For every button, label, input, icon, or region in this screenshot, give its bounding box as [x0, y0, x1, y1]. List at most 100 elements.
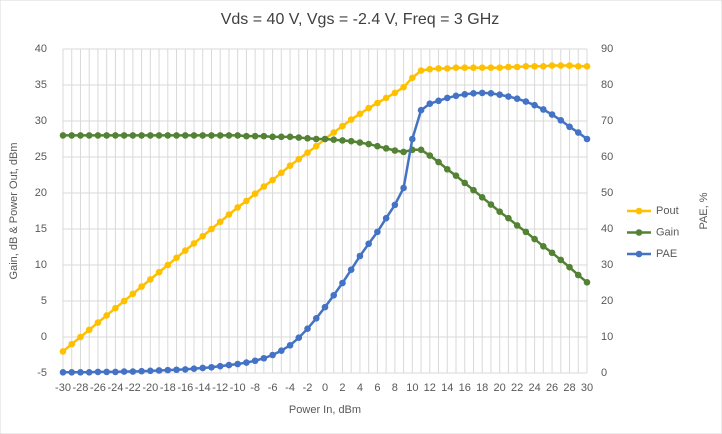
data-point: [120, 132, 128, 139]
data-point: [199, 232, 207, 240]
data-point: [321, 135, 329, 143]
data-point: [505, 93, 512, 100]
data-point: [129, 132, 137, 139]
data-point: [155, 132, 163, 139]
data-point: [574, 62, 582, 70]
data-point: [347, 116, 355, 123]
chart-title: Vds = 40 V, Vgs = -2.4 V, Freq = 3 GHz: [221, 11, 500, 28]
y2-tick-label: 50: [601, 187, 613, 199]
data-point: [391, 201, 399, 209]
legend-marker: [635, 207, 643, 215]
legend-marker: [635, 250, 643, 258]
data-point: [243, 359, 250, 366]
legend-label: PAE: [656, 248, 677, 260]
data-point: [181, 247, 189, 254]
data-point: [583, 62, 591, 70]
x-tick-label: -22: [125, 382, 141, 394]
data-point: [295, 155, 303, 163]
data-point: [312, 135, 320, 143]
data-point: [243, 197, 250, 205]
data-point: [138, 367, 145, 375]
y-tick-label: 15: [35, 223, 47, 235]
x-tick-label: 0: [322, 382, 328, 394]
x-tick-label: -14: [195, 382, 211, 394]
data-point: [417, 106, 425, 114]
legend-marker: [635, 229, 643, 236]
data-point: [59, 348, 67, 355]
data-point: [574, 271, 582, 279]
data-point: [531, 62, 538, 70]
data-point: [505, 214, 512, 222]
data-point: [120, 368, 128, 375]
y2-axis-label: PAE, %: [698, 192, 710, 229]
data-point: [505, 63, 512, 71]
data-point: [138, 283, 145, 290]
data-point: [487, 201, 495, 208]
data-point: [173, 366, 180, 374]
x-tick-label: 30: [581, 382, 593, 394]
data-point: [278, 133, 285, 141]
data-point: [181, 366, 189, 373]
data-point: [443, 65, 451, 72]
data-point: [382, 94, 390, 102]
data-point: [540, 62, 547, 70]
data-point: [417, 67, 425, 74]
data-point: [216, 218, 224, 226]
data-point: [147, 367, 154, 375]
data-point: [77, 333, 84, 341]
y2-tick-label: 10: [601, 331, 613, 343]
data-point: [94, 319, 102, 326]
y2-tick-label: 0: [601, 367, 607, 379]
data-point: [443, 165, 451, 173]
data-point: [426, 65, 434, 73]
data-point: [435, 65, 442, 72]
y2-tick-label: 70: [601, 115, 613, 127]
data-point: [155, 367, 163, 374]
legend-label: Gain: [656, 226, 679, 238]
data-point: [365, 104, 372, 112]
data-point: [295, 334, 303, 342]
x-tick-label: -8: [250, 382, 260, 394]
data-point: [225, 132, 233, 139]
data-point: [470, 89, 477, 97]
x-axis-label: Power In, dBm: [289, 404, 361, 416]
data-point: [251, 357, 259, 365]
data-point: [382, 145, 390, 152]
data-point: [566, 123, 573, 131]
data-point: [461, 64, 469, 72]
x-tick-label: -2: [303, 382, 313, 394]
data-point: [260, 183, 268, 190]
data-point: [478, 89, 486, 97]
data-point: [304, 134, 311, 142]
data-point: [77, 132, 84, 139]
data-point: [409, 74, 416, 82]
data-point: [374, 99, 381, 107]
data-point: [278, 347, 285, 354]
y-tick-label: 0: [41, 331, 47, 343]
data-point: [190, 132, 198, 139]
data-point: [522, 228, 530, 236]
data-point: [94, 368, 102, 376]
data-point: [304, 325, 311, 333]
data-point: [155, 268, 163, 276]
data-point: [68, 368, 76, 376]
data-point: [103, 312, 110, 319]
x-tick-label: 4: [357, 382, 363, 394]
data-point: [478, 64, 486, 72]
data-point: [269, 133, 276, 141]
x-tick-label: 16: [459, 382, 471, 394]
data-point: [522, 98, 530, 105]
data-point: [356, 110, 364, 118]
data-point: [190, 365, 198, 372]
data-point: [339, 137, 346, 144]
data-point: [583, 278, 591, 286]
y-tick-label: 30: [35, 115, 47, 127]
data-point: [347, 137, 355, 145]
data-point: [548, 249, 556, 257]
x-tick-label: -4: [285, 382, 295, 394]
data-point: [278, 169, 285, 177]
y2-tick-label: 80: [601, 79, 613, 91]
data-point: [470, 186, 477, 194]
